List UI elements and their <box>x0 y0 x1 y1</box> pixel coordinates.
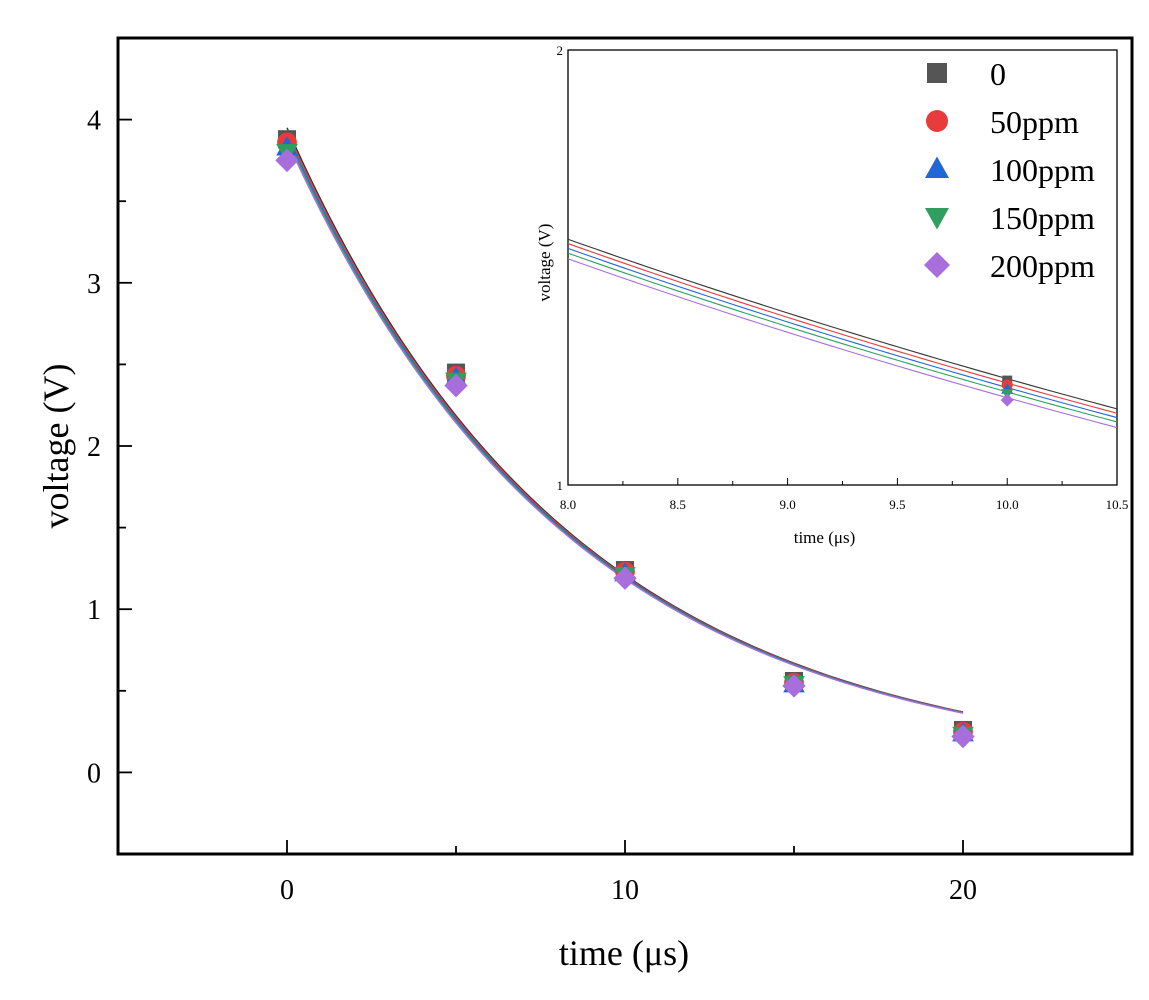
inset-x-tick-label: 10.0 <box>996 497 1019 512</box>
legend-marker-0 <box>927 63 947 83</box>
legend-marker-150ppm <box>925 208 949 230</box>
data-point-200ppm <box>613 566 637 590</box>
x-tick-label: 10 <box>611 875 639 906</box>
x-axis-label: time (μs) <box>559 933 689 973</box>
x-tick-label: 20 <box>949 875 977 906</box>
data-point-200ppm <box>951 724 975 749</box>
inset-y-axis-label: voltage (V) <box>535 224 554 302</box>
inset-x-tick-label: 10.5 <box>1106 497 1129 512</box>
inset-fit-line-200ppm <box>567 258 1118 429</box>
y-tick-label: 3 <box>87 269 101 300</box>
inset-fit-line-100ppm <box>567 247 1118 419</box>
inset-plot: 8.0 8.5 9.0 9.5 10.0 10.5 1 2 time (μs) voltage (… <box>535 43 1128 547</box>
inset-x-tick-label: 9.0 <box>779 497 795 512</box>
legend-label-100ppm: 100ppm <box>990 152 1095 188</box>
data-point-200ppm <box>444 373 468 398</box>
data-point-200ppm <box>782 674 806 698</box>
inset-fit-line-50ppm <box>567 243 1118 414</box>
x-tick-label: 0 <box>280 875 294 906</box>
inset-y-tick-label: 1 <box>557 478 564 493</box>
inset-x-tick-label: 9.5 <box>889 497 905 512</box>
legend-marker-200ppm <box>924 252 950 278</box>
y-tick-label: 0 <box>87 758 101 789</box>
inset-fit-line-0 <box>567 238 1118 410</box>
inset-x-tick-label: 8.5 <box>670 497 686 512</box>
legend-label-0: 0 <box>990 56 1006 92</box>
legend-marker-50ppm <box>926 110 948 132</box>
inset-y-tick-label: 2 <box>557 43 564 58</box>
y-tick-label: 4 <box>87 106 101 137</box>
inset-x-tick-label: 8.0 <box>560 497 576 512</box>
legend: 0 50ppm 100ppm 150ppm 200ppm <box>924 56 1095 284</box>
legend-label-150ppm: 150ppm <box>990 200 1095 236</box>
y-axis-label: voltage (V) <box>36 364 76 529</box>
data-point-200ppm <box>275 148 299 173</box>
inset-frame <box>567 49 1118 486</box>
y-tick-label: 1 <box>87 595 101 626</box>
legend-marker-100ppm <box>925 156 949 178</box>
inset-fit-line-150ppm <box>567 252 1118 423</box>
inset-data-point-200ppm <box>1000 393 1014 407</box>
legend-label-200ppm: 200ppm <box>990 248 1095 284</box>
y-tick-label: 2 <box>87 432 101 463</box>
legend-label-50ppm: 50ppm <box>990 104 1079 140</box>
inset-x-axis-label: time (μs) <box>794 528 856 547</box>
